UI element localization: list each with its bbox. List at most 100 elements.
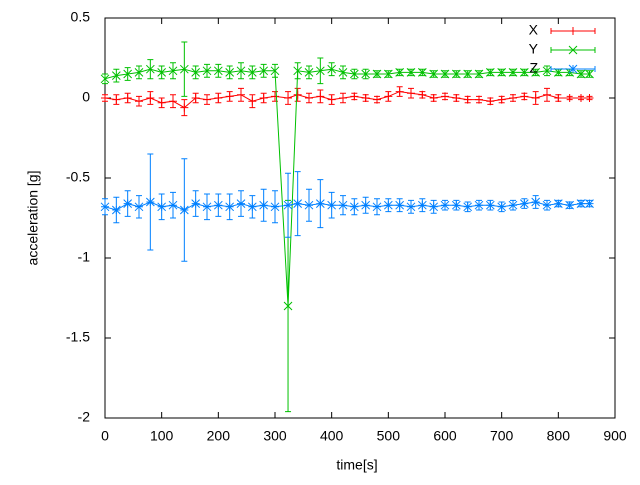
data-point <box>361 69 371 79</box>
legend-marker <box>568 45 578 55</box>
legend-marker <box>569 27 577 35</box>
x-tick-label: 0 <box>101 428 109 444</box>
data-point <box>350 92 359 101</box>
data-point <box>485 68 495 77</box>
data-point <box>191 199 201 208</box>
data-point <box>179 205 189 215</box>
legend-label: Y <box>529 41 539 57</box>
data-point <box>259 200 269 210</box>
data-point <box>440 200 450 210</box>
y-tick-label: 0 <box>82 89 90 105</box>
data-point <box>474 69 484 79</box>
data-point <box>327 64 337 74</box>
series-line <box>104 68 590 307</box>
data-point <box>271 92 279 101</box>
data-point <box>338 200 348 210</box>
data-point <box>509 94 517 102</box>
data-point <box>145 197 155 207</box>
data-point <box>315 66 325 76</box>
data-point <box>542 200 552 210</box>
data-point <box>463 69 473 79</box>
data-point <box>585 199 594 208</box>
data-point <box>361 94 370 102</box>
x-tick-label: 400 <box>320 428 344 444</box>
data-point <box>475 95 483 104</box>
data-point <box>406 68 416 77</box>
data-point <box>145 64 155 74</box>
data-point <box>123 69 133 79</box>
data-point <box>542 66 552 76</box>
data-point <box>202 66 212 76</box>
data-point <box>349 69 359 79</box>
data-point <box>111 205 121 215</box>
series-line <box>104 91 590 109</box>
data-point <box>531 197 541 207</box>
data-point <box>440 69 450 79</box>
data-point <box>284 94 293 102</box>
data-point <box>168 200 178 210</box>
data-point <box>463 95 472 104</box>
data-point <box>418 90 427 99</box>
data-point <box>315 199 325 208</box>
legend-marker <box>568 64 578 74</box>
legend-label: X <box>529 22 539 38</box>
data-point <box>123 199 133 208</box>
data-point <box>474 200 484 210</box>
data-point <box>585 69 594 79</box>
data-point <box>576 199 586 208</box>
x-tick-label: 700 <box>490 428 514 444</box>
data-point <box>327 200 337 210</box>
data-point <box>111 71 121 80</box>
data-point <box>202 202 212 212</box>
data-point <box>247 202 257 212</box>
data-point <box>497 202 507 212</box>
data-point <box>361 200 371 210</box>
data-point <box>123 94 132 102</box>
data-point <box>191 68 201 77</box>
data-point <box>508 68 518 77</box>
data-point <box>179 64 189 74</box>
series <box>102 153 593 262</box>
data-point <box>248 97 257 106</box>
data-point <box>225 68 235 77</box>
data-point <box>157 98 166 107</box>
data-point <box>339 94 347 102</box>
data-point <box>247 68 257 77</box>
y-tick-label: -0.5 <box>66 169 90 185</box>
data-point <box>283 200 293 210</box>
x-tick-label: 100 <box>150 428 174 444</box>
data-point <box>585 94 594 102</box>
data-point <box>417 68 427 77</box>
data-point <box>191 94 200 102</box>
data-point <box>203 95 211 104</box>
x-axis-label: time[s] <box>336 457 377 473</box>
data-point <box>293 66 303 76</box>
data-point <box>485 200 495 210</box>
y-tick-label: -2 <box>78 409 91 425</box>
data-point <box>395 87 404 96</box>
data-point <box>316 92 325 101</box>
data-point <box>395 68 405 77</box>
data-point <box>497 95 506 104</box>
data-point <box>407 89 415 98</box>
x-tick-label: 800 <box>547 428 571 444</box>
data-point <box>452 94 461 102</box>
data-point <box>519 199 529 208</box>
data-point <box>383 69 393 79</box>
data-point <box>327 95 336 104</box>
data-point <box>576 69 586 79</box>
data-point <box>101 94 109 102</box>
data-point <box>146 94 155 102</box>
data-point <box>237 90 245 99</box>
data-point <box>565 94 574 102</box>
data-point <box>270 66 280 76</box>
x-tick-label: 300 <box>263 428 287 444</box>
x-tick-label: 900 <box>603 428 627 444</box>
data-point <box>180 103 189 112</box>
data-point <box>486 97 495 106</box>
data-point <box>157 202 167 212</box>
data-point <box>305 94 313 102</box>
data-point <box>157 68 167 77</box>
data-point <box>283 301 293 311</box>
